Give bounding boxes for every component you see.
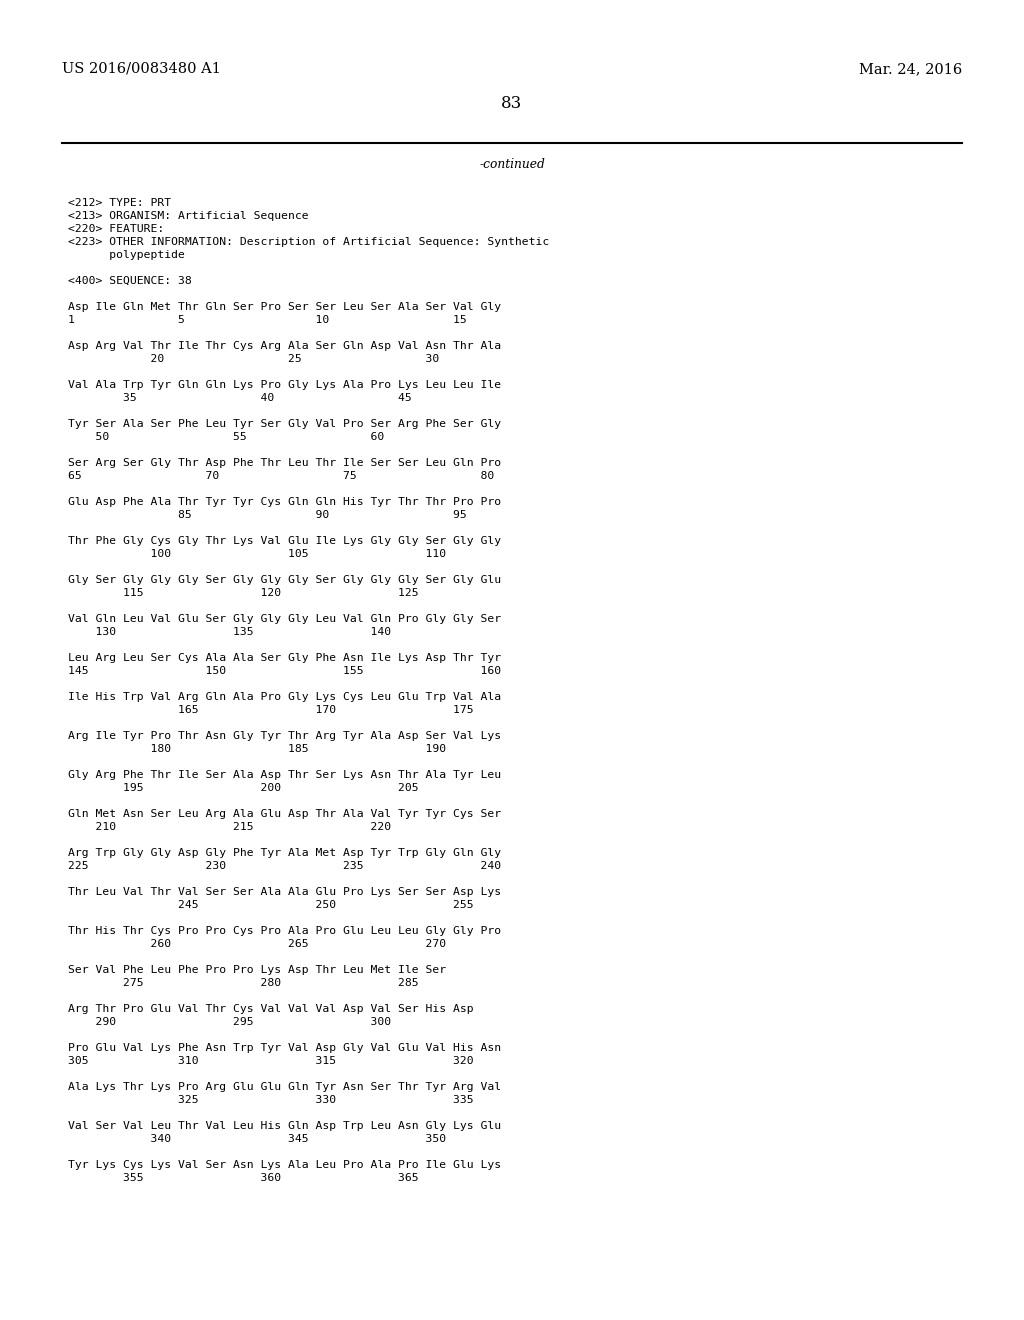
Text: 325                 330                 335: 325 330 335 (68, 1096, 474, 1105)
Text: 165                 170                 175: 165 170 175 (68, 705, 474, 715)
Text: 210                 215                 220: 210 215 220 (68, 822, 391, 832)
Text: Mar. 24, 2016: Mar. 24, 2016 (859, 62, 962, 77)
Text: Gln Met Asn Ser Leu Arg Ala Glu Asp Thr Ala Val Tyr Tyr Cys Ser: Gln Met Asn Ser Leu Arg Ala Glu Asp Thr … (68, 809, 501, 818)
Text: Arg Thr Pro Glu Val Thr Cys Val Val Val Asp Val Ser His Asp: Arg Thr Pro Glu Val Thr Cys Val Val Val … (68, 1005, 474, 1014)
Text: 290                 295                 300: 290 295 300 (68, 1016, 391, 1027)
Text: Pro Glu Val Lys Phe Asn Trp Tyr Val Asp Gly Val Glu Val His Asn: Pro Glu Val Lys Phe Asn Trp Tyr Val Asp … (68, 1043, 501, 1053)
Text: Leu Arg Leu Ser Cys Ala Ala Ser Gly Phe Asn Ile Lys Asp Thr Tyr: Leu Arg Leu Ser Cys Ala Ala Ser Gly Phe … (68, 653, 501, 663)
Text: US 2016/0083480 A1: US 2016/0083480 A1 (62, 62, 221, 77)
Text: Asp Ile Gln Met Thr Gln Ser Pro Ser Ser Leu Ser Ala Ser Val Gly: Asp Ile Gln Met Thr Gln Ser Pro Ser Ser … (68, 302, 501, 312)
Text: Arg Ile Tyr Pro Thr Asn Gly Tyr Thr Arg Tyr Ala Asp Ser Val Lys: Arg Ile Tyr Pro Thr Asn Gly Tyr Thr Arg … (68, 731, 501, 741)
Text: 35                  40                  45: 35 40 45 (68, 393, 412, 403)
Text: polypeptide: polypeptide (68, 249, 185, 260)
Text: 245                 250                 255: 245 250 255 (68, 900, 474, 909)
Text: 145                 150                 155                 160: 145 150 155 160 (68, 667, 501, 676)
Text: Tyr Ser Ala Ser Phe Leu Tyr Ser Gly Val Pro Ser Arg Phe Ser Gly: Tyr Ser Ala Ser Phe Leu Tyr Ser Gly Val … (68, 418, 501, 429)
Text: 355                 360                 365: 355 360 365 (68, 1173, 419, 1183)
Text: 85                  90                  95: 85 90 95 (68, 510, 467, 520)
Text: 340                 345                 350: 340 345 350 (68, 1134, 446, 1144)
Text: Val Ser Val Leu Thr Val Leu His Gln Asp Trp Leu Asn Gly Lys Glu: Val Ser Val Leu Thr Val Leu His Gln Asp … (68, 1121, 501, 1131)
Text: Ser Arg Ser Gly Thr Asp Phe Thr Leu Thr Ile Ser Ser Leu Gln Pro: Ser Arg Ser Gly Thr Asp Phe Thr Leu Thr … (68, 458, 501, 469)
Text: Thr His Thr Cys Pro Pro Cys Pro Ala Pro Glu Leu Leu Gly Gly Pro: Thr His Thr Cys Pro Pro Cys Pro Ala Pro … (68, 927, 501, 936)
Text: Glu Asp Phe Ala Thr Tyr Tyr Cys Gln Gln His Tyr Thr Thr Pro Pro: Glu Asp Phe Ala Thr Tyr Tyr Cys Gln Gln … (68, 498, 501, 507)
Text: 83: 83 (502, 95, 522, 112)
Text: Val Gln Leu Val Glu Ser Gly Gly Gly Leu Val Gln Pro Gly Gly Ser: Val Gln Leu Val Glu Ser Gly Gly Gly Leu … (68, 614, 501, 624)
Text: Tyr Lys Cys Lys Val Ser Asn Lys Ala Leu Pro Ala Pro Ile Glu Lys: Tyr Lys Cys Lys Val Ser Asn Lys Ala Leu … (68, 1160, 501, 1170)
Text: Asp Arg Val Thr Ile Thr Cys Arg Ala Ser Gln Asp Val Asn Thr Ala: Asp Arg Val Thr Ile Thr Cys Arg Ala Ser … (68, 341, 501, 351)
Text: Val Ala Trp Tyr Gln Gln Lys Pro Gly Lys Ala Pro Lys Leu Leu Ile: Val Ala Trp Tyr Gln Gln Lys Pro Gly Lys … (68, 380, 501, 389)
Text: <220> FEATURE:: <220> FEATURE: (68, 224, 164, 234)
Text: 115                 120                 125: 115 120 125 (68, 587, 419, 598)
Text: 275                 280                 285: 275 280 285 (68, 978, 419, 987)
Text: <213> ORGANISM: Artificial Sequence: <213> ORGANISM: Artificial Sequence (68, 211, 308, 220)
Text: 20                  25                  30: 20 25 30 (68, 354, 439, 364)
Text: 260                 265                 270: 260 265 270 (68, 939, 446, 949)
Text: 130                 135                 140: 130 135 140 (68, 627, 391, 638)
Text: Gly Ser Gly Gly Gly Ser Gly Gly Gly Ser Gly Gly Gly Ser Gly Glu: Gly Ser Gly Gly Gly Ser Gly Gly Gly Ser … (68, 576, 501, 585)
Text: <400> SEQUENCE: 38: <400> SEQUENCE: 38 (68, 276, 191, 286)
Text: 225                 230                 235                 240: 225 230 235 240 (68, 861, 501, 871)
Text: Ile His Trp Val Arg Gln Ala Pro Gly Lys Cys Leu Glu Trp Val Ala: Ile His Trp Val Arg Gln Ala Pro Gly Lys … (68, 692, 501, 702)
Text: 195                 200                 205: 195 200 205 (68, 783, 419, 793)
Text: 65                  70                  75                  80: 65 70 75 80 (68, 471, 495, 480)
Text: 305             310                 315                 320: 305 310 315 320 (68, 1056, 474, 1067)
Text: Arg Trp Gly Gly Asp Gly Phe Tyr Ala Met Asp Tyr Trp Gly Gln Gly: Arg Trp Gly Gly Asp Gly Phe Tyr Ala Met … (68, 847, 501, 858)
Text: <223> OTHER INFORMATION: Description of Artificial Sequence: Synthetic: <223> OTHER INFORMATION: Description of … (68, 238, 549, 247)
Text: <212> TYPE: PRT: <212> TYPE: PRT (68, 198, 171, 209)
Text: 180                 185                 190: 180 185 190 (68, 744, 446, 754)
Text: Thr Phe Gly Cys Gly Thr Lys Val Glu Ile Lys Gly Gly Ser Gly Gly: Thr Phe Gly Cys Gly Thr Lys Val Glu Ile … (68, 536, 501, 546)
Text: Ser Val Phe Leu Phe Pro Pro Lys Asp Thr Leu Met Ile Ser: Ser Val Phe Leu Phe Pro Pro Lys Asp Thr … (68, 965, 446, 975)
Text: 100                 105                 110: 100 105 110 (68, 549, 446, 558)
Text: -continued: -continued (479, 158, 545, 172)
Text: 1               5                   10                  15: 1 5 10 15 (68, 315, 467, 325)
Text: 50                  55                  60: 50 55 60 (68, 432, 384, 442)
Text: Gly Arg Phe Thr Ile Ser Ala Asp Thr Ser Lys Asn Thr Ala Tyr Leu: Gly Arg Phe Thr Ile Ser Ala Asp Thr Ser … (68, 770, 501, 780)
Text: Ala Lys Thr Lys Pro Arg Glu Glu Gln Tyr Asn Ser Thr Tyr Arg Val: Ala Lys Thr Lys Pro Arg Glu Glu Gln Tyr … (68, 1082, 501, 1092)
Text: Thr Leu Val Thr Val Ser Ser Ala Ala Glu Pro Lys Ser Ser Asp Lys: Thr Leu Val Thr Val Ser Ser Ala Ala Glu … (68, 887, 501, 898)
